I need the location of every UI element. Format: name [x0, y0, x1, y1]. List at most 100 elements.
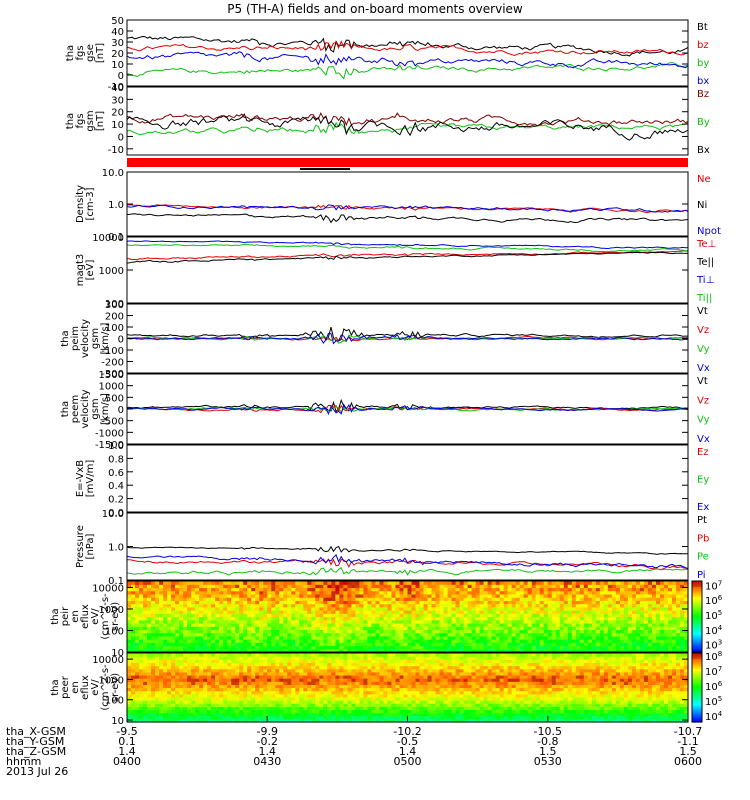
y-tick-label: 0.0	[108, 508, 124, 519]
x-axis-row-name: tha_Z-GSM	[6, 745, 67, 758]
series-group-peim_velocity	[126, 326, 689, 345]
y-axis-label: fgs	[75, 45, 86, 60]
legend-Bt: Bt	[697, 22, 708, 33]
y-axis-label: gsm	[90, 398, 101, 419]
figure-title: P5 (TH-A) fields and on-board moments ov…	[227, 2, 523, 16]
panel-density: 10.0 1.0 0.1 Density [cm-3] Ne Ni Npot	[75, 168, 721, 243]
legend-Vt: Vt	[697, 306, 708, 317]
y-tick-label: 100	[105, 696, 124, 707]
panel-peir_eflux: 107 106 105 104 103 10000 1000 100 10 tha peir en ef…	[50, 579, 723, 659]
y-tick-label: 0	[118, 132, 124, 143]
y-tick-label: 0.8	[108, 454, 124, 465]
series-line-Vx	[126, 403, 689, 416]
y-tick-label: 0.6	[108, 468, 124, 479]
colorbar-label: 105	[705, 695, 722, 708]
series-line-Npot	[126, 204, 689, 213]
series-line-Pe	[126, 566, 689, 576]
series-line-By	[126, 121, 689, 136]
x-axis-value: -0.8	[537, 735, 559, 748]
series-line-Ni	[126, 213, 689, 224]
legend-Ey: Ey	[697, 475, 709, 486]
series-line-Bz	[126, 112, 689, 127]
y-axis-label: sr-eV)	[110, 673, 121, 702]
y-axis-label: eflux	[80, 675, 91, 700]
legend-By: By	[697, 117, 710, 128]
spectrogram-peer_eflux	[127, 653, 689, 723]
y-tick-label: 10	[111, 648, 124, 659]
colorbar-label: 107	[705, 665, 722, 678]
x-axis-value: 0500	[393, 755, 422, 768]
x-axis-value: 0400	[113, 755, 141, 768]
series-line-Pb	[126, 558, 689, 571]
series-line-Bt	[126, 35, 689, 57]
y-tick-label: 10	[111, 716, 124, 727]
y-tick-label: 40	[111, 27, 124, 38]
legend-Vz: Vz	[697, 395, 709, 406]
series-line-bz	[126, 40, 689, 57]
x-axis-row-name: tha_X-GSM	[6, 725, 66, 738]
panel-frame	[126, 171, 689, 237]
y-tick-label: 40	[111, 83, 124, 94]
y-tick-label: 20	[111, 108, 124, 119]
legend-Ne: Ne	[697, 174, 711, 185]
y-tick-label: 10000	[92, 233, 124, 244]
series-line-Te⊥	[126, 250, 688, 261]
colorbar-peer_eflux: 108 107 106 105 104	[691, 650, 723, 723]
x-axis-value: -10.2	[393, 725, 422, 738]
y-axis-label: [nT]	[95, 111, 106, 131]
y-tick-label: 20	[111, 49, 124, 60]
y-tick-label: -1000	[95, 428, 124, 439]
y-tick-label: 200	[105, 312, 124, 323]
x-axis-value: -0.5	[396, 735, 419, 748]
x-axis-value: 0530	[533, 755, 562, 768]
legend-by: by	[697, 58, 709, 69]
series-group-density	[126, 204, 689, 224]
legend-Ti⊥: Ti⊥	[696, 275, 714, 286]
series-group-fgs_gse	[126, 35, 689, 80]
y-tick-label: 10.0	[102, 509, 124, 520]
series-line-Ti||	[126, 243, 689, 253]
series-line-Te||	[126, 251, 689, 264]
x-axis-value: 1.4	[118, 745, 136, 758]
x-axis-value: -1.1	[677, 735, 699, 748]
x-axis-value: -9.9	[256, 725, 278, 738]
panel-peer_eflux: 108 107 106 105 104 10000 1000 100 10 tha peer en ef…	[50, 650, 723, 727]
y-axis-label: tha	[50, 679, 61, 695]
y-axis-label: [km/s]	[100, 393, 111, 425]
y-tick-label: 100	[105, 299, 124, 310]
y-tick-label: 100	[105, 323, 124, 334]
y-tick-label: -10	[108, 145, 124, 156]
y-axis-label: tha	[60, 330, 71, 346]
y-axis-label: [mV/m]	[85, 460, 96, 498]
legend-Vx: Vx	[697, 363, 710, 374]
y-axis-label: Pressure	[75, 525, 86, 568]
x-axis-value: 0430	[253, 755, 282, 768]
x-axis-row-name: tha_Y-GSM	[6, 735, 65, 748]
y-tick-label: -10	[108, 82, 124, 93]
y-axis-label: gse	[85, 44, 96, 62]
y-tick-label: 10000	[92, 583, 124, 594]
y-tick-label: 0.1	[108, 576, 124, 587]
colorbar-label: 106	[705, 594, 723, 607]
legend-Bx: Bx	[697, 145, 710, 156]
legend-bz: bz	[697, 40, 709, 51]
legend-Npot: Npot	[697, 226, 721, 237]
series-line-by	[126, 62, 689, 80]
series-group-fgs_gsm	[126, 112, 689, 141]
y-axis-label: (cm^2-s-	[100, 664, 111, 711]
y-axis-label: en	[70, 681, 81, 694]
colorbar-label: 104	[705, 624, 723, 637]
legend-Ni: Ni	[697, 200, 707, 211]
y-tick-label: -300	[101, 369, 124, 380]
series-line-Bx	[126, 113, 689, 141]
y-axis-label: tha	[65, 113, 76, 129]
spectrogram-peir_eflux	[127, 581, 689, 653]
y-axis-label: velocity	[80, 389, 91, 428]
panel-pressure: 10.0 1.0 0.1 Pressure [nPa] Pt Pb Pe Pi	[75, 509, 709, 587]
y-axis-label: [km/s]	[100, 322, 111, 354]
y-axis-label: fgs	[75, 113, 86, 128]
y-tick-label: 1.0	[108, 441, 124, 452]
x-axis-value: -10.5	[533, 725, 562, 738]
